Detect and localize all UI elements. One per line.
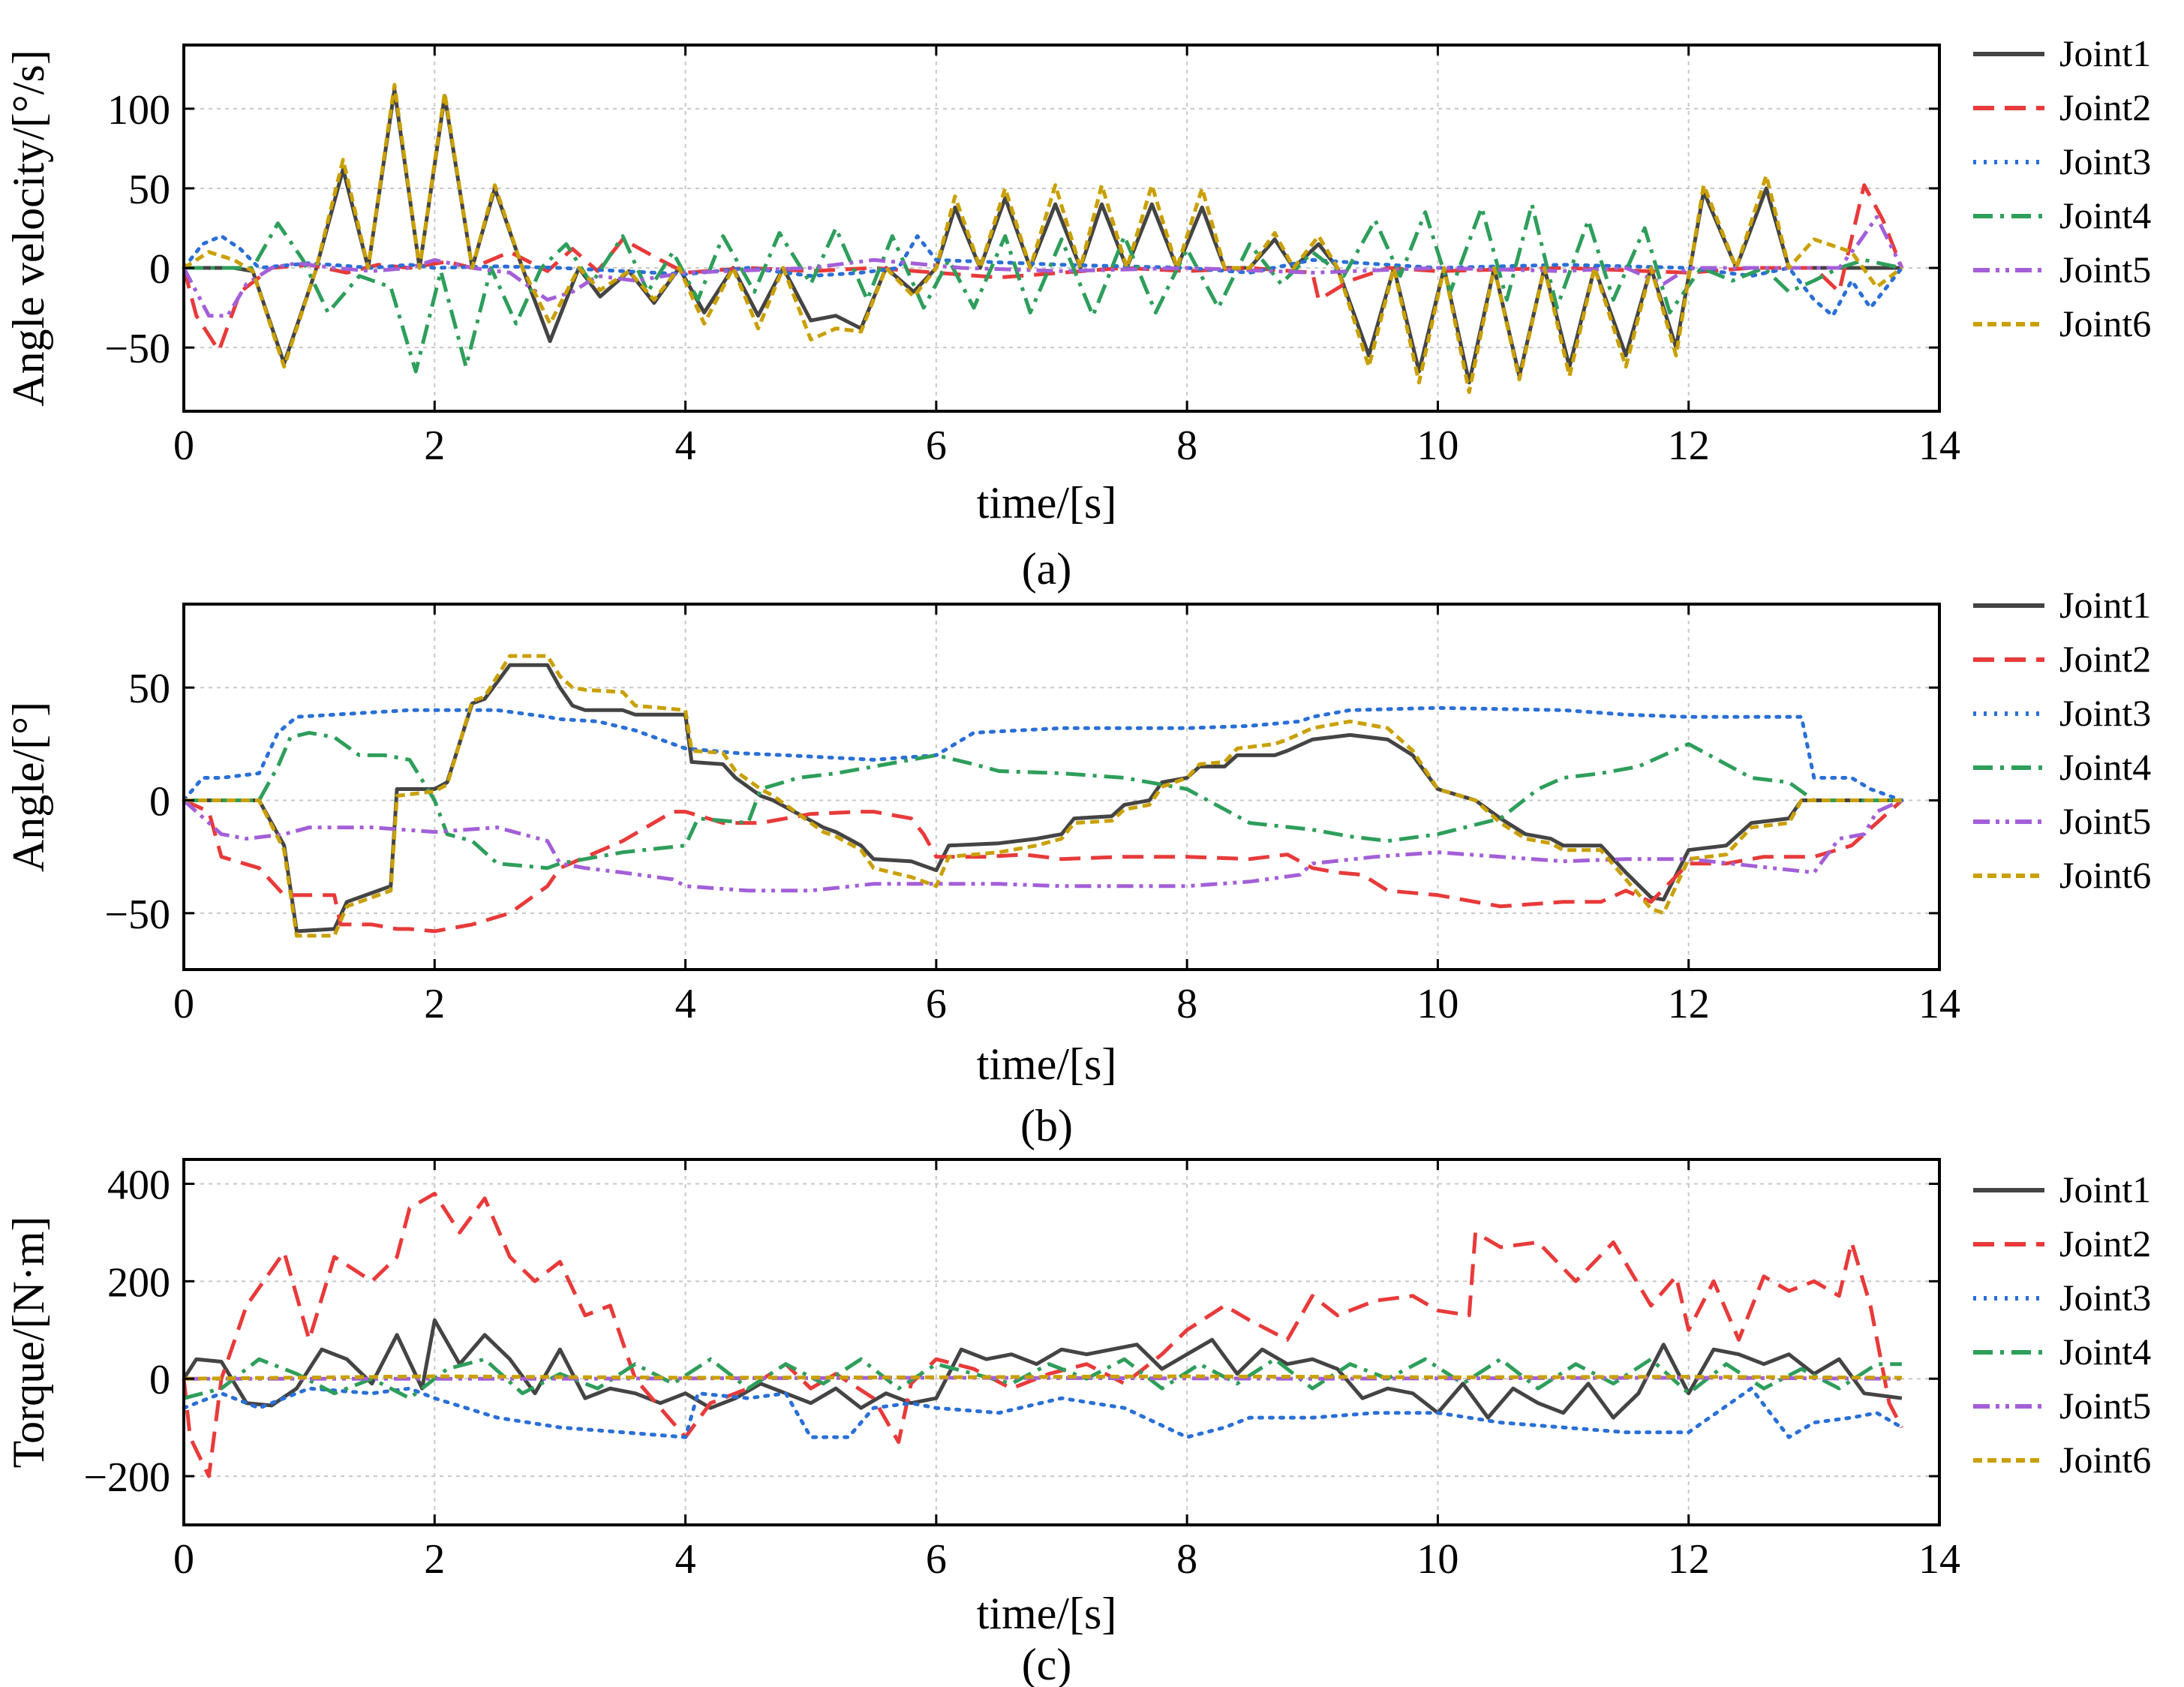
plot-frame [182, 44, 1941, 413]
y-tick-label: 0 [149, 1357, 170, 1403]
series-line-joint4 [184, 202, 1903, 374]
series-line-joint3 [182, 1386, 1904, 1439]
series-line-joint5 [184, 1376, 1902, 1381]
legend: Joint1 Joint2 Joint3 Joint4 Joint5 Joint… [1973, 32, 2151, 344]
x-axis-label: time/[s] [977, 1589, 1117, 1638]
x-tick-label: 4 [675, 981, 696, 1027]
x-tick-label: 12 [1668, 981, 1710, 1027]
x-axis-label: time/[s] [977, 1039, 1117, 1089]
x-tick-label: 14 [1918, 1536, 1960, 1583]
x-tick-label: 14 [1918, 423, 1960, 469]
series-line-joint1 [182, 1318, 1903, 1420]
panel-caption: (c) [1022, 1640, 1072, 1687]
legend-entry: Joint5 [2059, 248, 2151, 290]
x-tick-label: 8 [1176, 981, 1197, 1027]
x-tick-label: 2 [424, 1536, 445, 1583]
y-axis-label: Angle velocity/[°/s] [4, 50, 53, 407]
y-tick-label: −200 [83, 1454, 170, 1501]
series-line-joint2 [182, 1192, 1904, 1478]
series-line-joint1 [184, 87, 1902, 385]
legend-entry: Joint5 [2059, 1385, 2151, 1427]
x-tick-label: 10 [1416, 1536, 1459, 1583]
y-tick-label: 200 [107, 1259, 170, 1306]
legend-entry: Joint3 [2059, 1277, 2151, 1319]
legend-entry: Joint1 [2059, 1168, 2151, 1210]
panel-caption: (b) [1020, 1101, 1073, 1150]
x-tick-label: 6 [926, 423, 947, 469]
y-axis-label: Torque/[N·m] [4, 1216, 53, 1469]
y-tick-label: −50 [104, 326, 170, 372]
plot-frame [182, 603, 1941, 971]
y-tick-label: 0 [149, 779, 170, 825]
x-tick-label: 10 [1416, 423, 1459, 469]
legend-entry: Joint3 [2059, 140, 2151, 182]
y-tick-label: 0 [149, 246, 170, 293]
legend-entry: Joint5 [2059, 800, 2151, 842]
x-tick-label: 14 [1918, 981, 1960, 1027]
legend-entry: Joint6 [2059, 302, 2151, 344]
series-line-joint5 [182, 215, 1904, 318]
y-tick-label: 100 [107, 87, 170, 134]
legend-entry: Joint4 [2059, 1331, 2151, 1373]
legend: Joint1 Joint2 Joint3 Joint4 Joint5 Joint… [1973, 1168, 2151, 1481]
x-tick-label: 2 [424, 423, 445, 469]
y-tick-label: 400 [107, 1162, 170, 1208]
series-line-joint1 [184, 663, 1902, 934]
legend-entry: Joint4 [2059, 746, 2151, 788]
legend: Joint1 Joint2 Joint3 Joint4 Joint5 Joint… [1973, 584, 2151, 896]
chart-a: 0 2 4 6 8 10 12 14 −50 0 50 100 Angle velocity/[°/s… [4, 32, 2151, 594]
x-tick-label: 2 [424, 981, 445, 1027]
legend-entry: Joint3 [2059, 692, 2151, 734]
series-line-joint3 [182, 234, 1904, 318]
y-tick-label: 50 [128, 666, 170, 712]
x-tick-label: 4 [675, 1536, 696, 1583]
x-tick-label: 12 [1668, 423, 1710, 469]
legend-entry: Joint2 [2059, 86, 2151, 128]
legend-entry: Joint1 [2059, 32, 2151, 74]
legend-entry: Joint4 [2059, 194, 2151, 236]
legend-entry: Joint6 [2059, 1439, 2151, 1481]
x-tick-label: 6 [926, 1536, 947, 1583]
x-tick-label: 4 [675, 423, 696, 469]
x-tick-label: 0 [173, 1536, 194, 1583]
legend-entry: Joint6 [2059, 854, 2151, 896]
series-line-joint2 [182, 798, 1903, 934]
x-axis-label: time/[s] [977, 478, 1117, 528]
y-tick-label: −50 [104, 892, 170, 938]
series-line-joint6 [184, 654, 1902, 938]
series-line-joint3 [182, 705, 1904, 802]
x-tick-label: 8 [1176, 1536, 1197, 1583]
legend-entry: Joint1 [2059, 584, 2151, 626]
x-tick-label: 10 [1416, 981, 1459, 1027]
x-tick-label: 8 [1176, 423, 1197, 469]
y-axis-label: Angle/[°] [4, 702, 53, 872]
legend-entry: Joint2 [2059, 1222, 2151, 1264]
x-tick-label: 0 [173, 981, 194, 1027]
panel-caption: (a) [1022, 544, 1072, 594]
series-line-joint6 [183, 1374, 1902, 1381]
legend-entry: Joint2 [2059, 638, 2151, 680]
series-line-joint5 [182, 798, 1903, 893]
series-line-joint2 [182, 183, 1904, 353]
plot-frame [182, 1158, 1941, 1526]
series-line-joint6 [182, 83, 1903, 394]
y-tick-label: 50 [128, 167, 170, 213]
x-tick-label: 6 [926, 981, 947, 1027]
x-tick-label: 12 [1668, 1536, 1710, 1583]
x-tick-label: 0 [173, 423, 194, 469]
